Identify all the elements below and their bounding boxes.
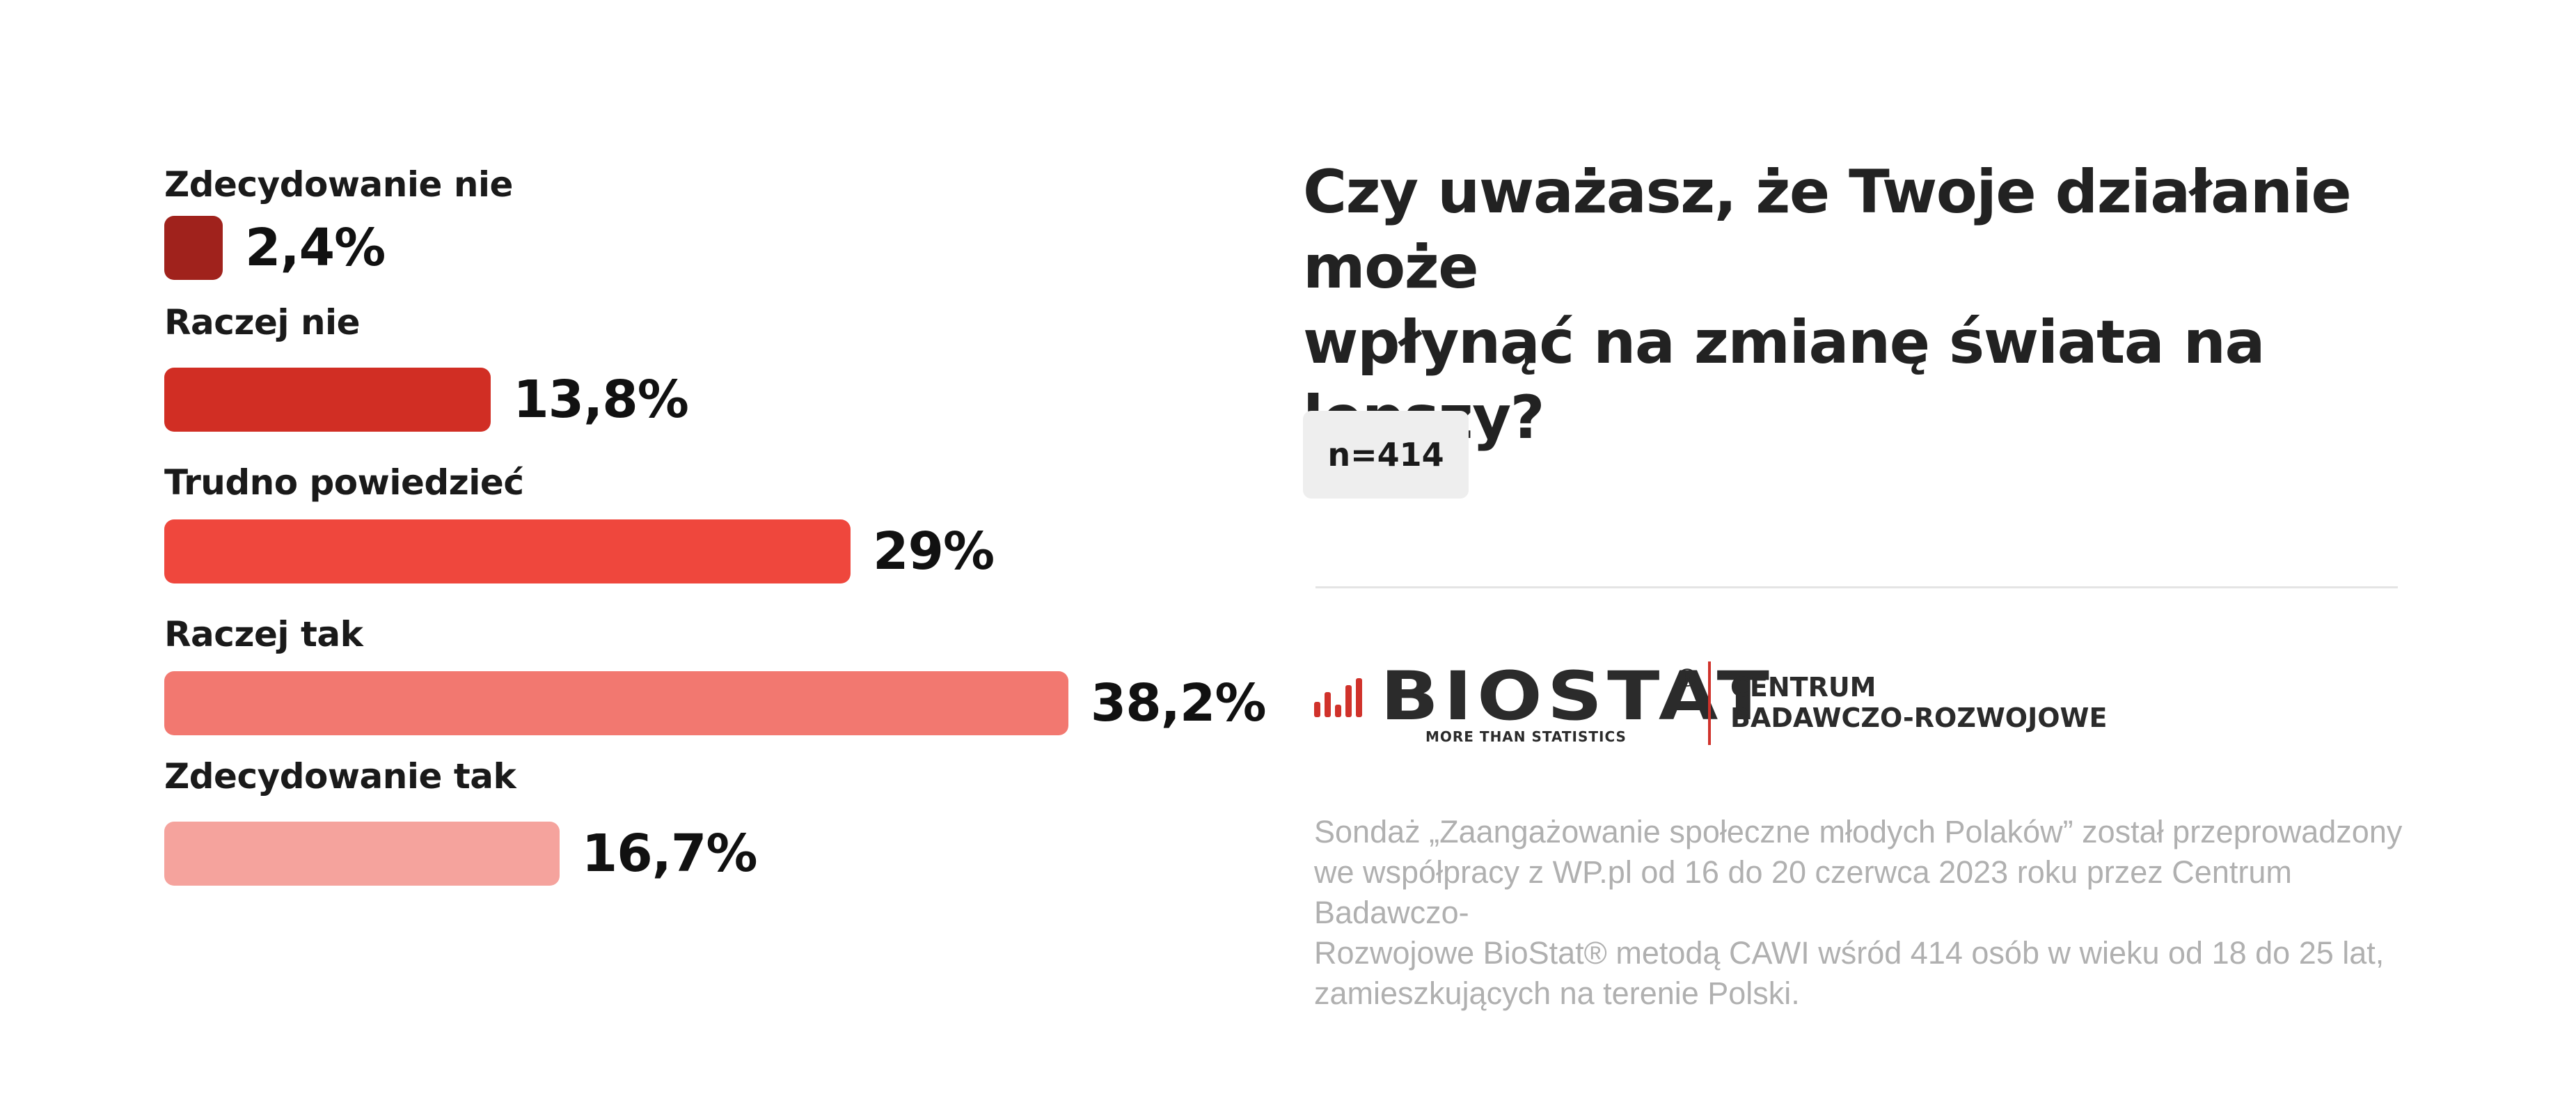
bar [164,822,560,886]
bar-label: Raczej nie [164,302,361,343]
logo-separator [1708,661,1711,745]
bar-label: Trudno powiedzieć [164,462,524,503]
footnote-line-2: we współpracy z WP.pl od 16 do 20 czerwc… [1314,854,2292,930]
chart-question: Czy uważasz, że Twoje działanie może wpł… [1303,155,2486,455]
question-line-2: wpłynąć na zmianę świata na lepszy? [1303,308,2266,453]
bar-chart-icon [1314,678,1362,717]
divider [1315,586,2398,588]
logo-center-line-2: BADAWCZO-ROZWOJOWE [1730,703,2108,733]
bar-label: Raczej tak [164,614,363,655]
bar-value-label: 38,2% [1090,673,1267,733]
bar [164,519,851,583]
bar-value-label: 2,4% [245,218,386,278]
bar-label: Zdecydowanie tak [164,756,516,797]
survey-footnote: Sondaż „Zaangażowanie społeczne młodych … [1314,812,2442,1014]
footnote-line-1: Sondaż „Zaangażowanie społeczne młodych … [1314,814,2403,849]
logo-tagline: MORE THAN STATISTICS [1425,728,1627,745]
bar-value-label: 29% [873,522,995,581]
bar [164,216,223,280]
footnote-line-3: Rozwojowe BioStat® metodą CAWI wśród 414… [1314,935,2385,971]
bar-value-label: 13,8% [513,370,689,430]
biostat-logo: BIOSTAT ® MORE THAN STATISTICS CENTRUM B… [1314,661,2149,752]
question-line-1: Czy uważasz, że Twoje działanie może [1303,157,2352,302]
footnote-line-4: zamieszkujących na terenie Polski. [1314,975,1800,1011]
bar [164,368,491,432]
bar [164,671,1068,735]
registered-mark: ® [1675,664,1700,693]
logo-center-line-1: CENTRUM [1730,672,1876,703]
bar-chart: Zdecydowanie nie 2,4% Raczej nie 13,8% Trudn… [0,0,1267,1105]
logo-wordmark: BIOSTAT [1380,657,1774,735]
bar-value-label: 16,7% [581,824,758,884]
sample-size-badge: n=414 [1303,411,1469,499]
bar-label: Zdecydowanie nie [164,164,513,205]
